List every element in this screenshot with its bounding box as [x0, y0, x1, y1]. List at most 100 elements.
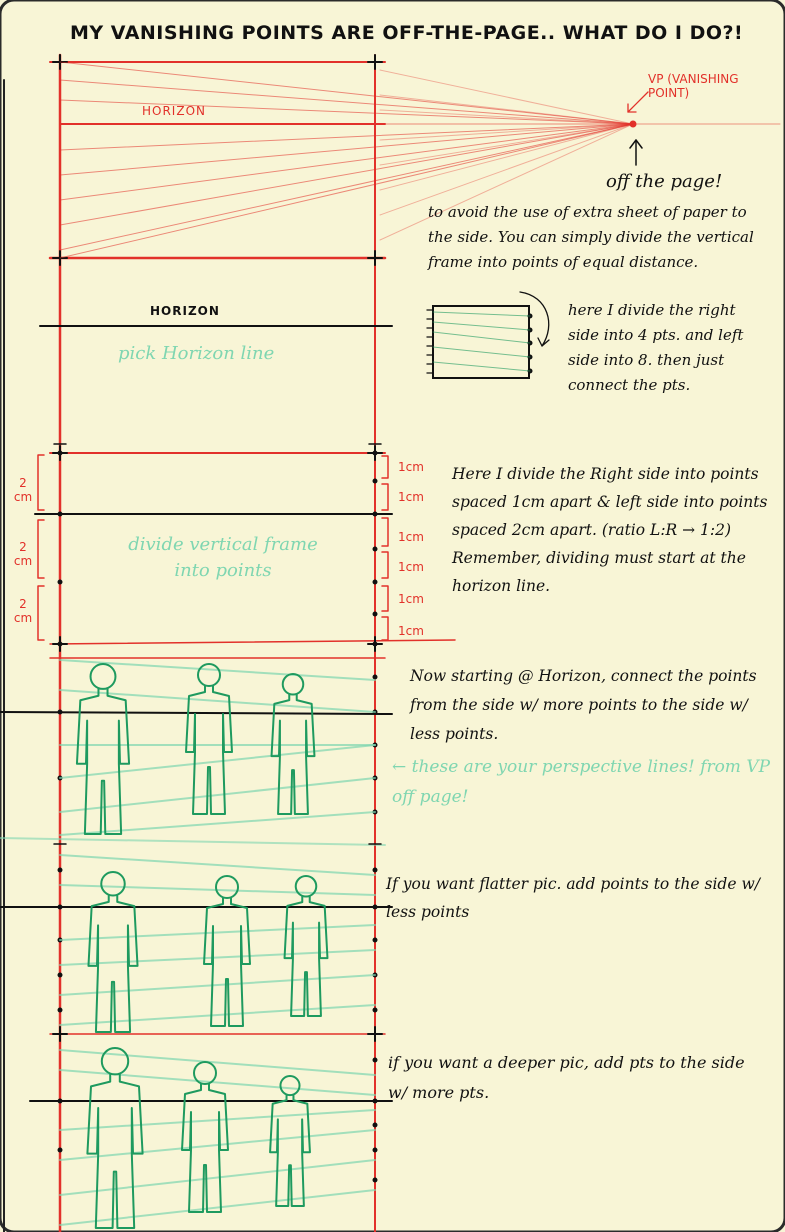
right-bracket: [381, 616, 389, 641]
section5-perspective-line: [59, 924, 376, 941]
left-2cm-label: 2 cm: [13, 597, 33, 625]
right-bracket: [381, 585, 389, 612]
section6-perspective-line: [59, 1159, 376, 1196]
section4-horizon-line: [0, 711, 393, 715]
divide-note: here I divide the right side into 4 pts.…: [568, 301, 744, 394]
section6-left-point: [57, 1098, 63, 1104]
right-division-point: [372, 546, 378, 552]
right-division-point: [372, 478, 378, 484]
section6-left-point: [57, 1147, 63, 1153]
section5-note: If you want flatter pic. add points to t…: [386, 875, 760, 921]
section5-left-point: [57, 904, 63, 910]
right-bracket: [381, 517, 389, 547]
perspective-line-red: [379, 69, 634, 125]
left-division-point: [57, 511, 63, 517]
section6-right-point: [372, 1147, 378, 1153]
right-division-point: [372, 641, 378, 647]
perspective-line-red: [59, 123, 634, 176]
inset-perspective-line: [432, 331, 531, 344]
inset-perspective-line: [432, 346, 531, 358]
right-division-point: [372, 511, 378, 517]
right-division-point: [372, 611, 378, 617]
section6-right-point: [372, 1057, 378, 1063]
figure-large: [87, 871, 139, 1033]
right-division-point: [372, 450, 378, 456]
section4-perspective-line: [59, 744, 376, 779]
right-1cm-label: 1cm: [398, 460, 424, 474]
section6-right-point: [372, 1177, 378, 1183]
pick-horizon-label: pick Horizon line: [118, 343, 275, 364]
figure-medium: [203, 875, 251, 1027]
off-page-label: off the page!: [606, 171, 723, 192]
section5-perspective-line: [59, 949, 376, 966]
right-bracket: [381, 483, 389, 511]
perspective-lines-label: ← these are your perspective lines! from…: [392, 757, 771, 807]
left-2cm-label: 2 cm: [13, 540, 33, 568]
perspective-line-red: [59, 123, 634, 259]
figure-medium: [185, 663, 233, 815]
perspective-line-red: [59, 123, 634, 251]
left-2cm-label: 2 cm: [13, 476, 33, 504]
section4-perspective-line: [59, 659, 376, 681]
figure-small: [283, 875, 329, 1017]
left-division-point: [57, 579, 63, 585]
right-1cm-label: 1cm: [398, 592, 424, 606]
perspective-line-red: [379, 123, 634, 141]
section4-left-point: [57, 709, 63, 715]
inset-pointer-curve: [519, 291, 550, 347]
section3-bottom-line: [49, 639, 456, 645]
inset-pointer-head: [537, 337, 550, 347]
left-division-point: [57, 641, 63, 647]
section2-horizon-label: HORIZON: [150, 304, 220, 318]
perspective-line-red: [379, 123, 634, 191]
perspective-line-red: [59, 61, 634, 125]
inset-perspective-line: [432, 311, 531, 317]
figure-medium: [181, 1061, 229, 1213]
vp-label: VP (VANISHING POINT): [648, 72, 739, 100]
figure-small: [269, 1074, 311, 1207]
page-title: MY VANISHING POINTS ARE OFF-THE-PAGE.. W…: [70, 22, 744, 44]
section4-perspective-line: [59, 777, 376, 813]
section5-right-point: [372, 904, 378, 910]
perspective-line-red: [379, 94, 634, 125]
left-bracket: [37, 585, 45, 641]
section5-left-point: [57, 1007, 63, 1013]
right-1cm-label: 1cm: [398, 490, 424, 504]
section1-horizon-label: HORIZON: [142, 104, 206, 118]
section6-perspective-line: [59, 1129, 376, 1161]
section5-perspective-line: [59, 1004, 376, 1026]
avoid-note: to avoid the use of extra sheet of paper…: [428, 203, 754, 271]
left-division-point: [57, 450, 63, 456]
right-1cm-label: 1cm: [398, 530, 424, 544]
section5-left-point: [57, 972, 63, 978]
figure-large: [86, 1047, 144, 1229]
section6-perspective-line: [59, 1049, 376, 1076]
perspective-line-red: [379, 123, 634, 241]
section5-right-point: [372, 1007, 378, 1013]
perspective-line-red: [59, 79, 634, 125]
section5-right-point: [372, 867, 378, 873]
right-1cm-label: 1cm: [398, 624, 424, 638]
section6-perspective-line: [59, 1109, 376, 1131]
section5-right-point: [372, 937, 378, 943]
perspective-line-red: [379, 109, 634, 125]
section6-note: if you want a deeper pic, add pts to the…: [388, 1053, 745, 1102]
right-bracket: [381, 455, 389, 479]
section6-perspective-line: [59, 1189, 376, 1226]
perspective-line-red: [59, 99, 634, 125]
section6-right-point: [372, 1122, 378, 1128]
figure-large: [75, 663, 131, 835]
divide-frame-label: divide vertical frame into points: [128, 534, 318, 581]
inset-frame: [432, 305, 530, 379]
section4-note: Now starting @ Horizon, connect the poin…: [410, 667, 757, 743]
section5-perspective-line: [59, 974, 376, 996]
section4-perspective-line: [59, 689, 376, 713]
section5-perspective-line: [59, 884, 376, 896]
perspective-line-red: [379, 123, 634, 166]
right-1cm-label: 1cm: [398, 560, 424, 574]
section4-perspective-line: [59, 811, 376, 836]
perspective-line-red: [59, 123, 634, 226]
perspective-line-red: [379, 123, 634, 216]
perspective-line-red: [59, 123, 634, 201]
